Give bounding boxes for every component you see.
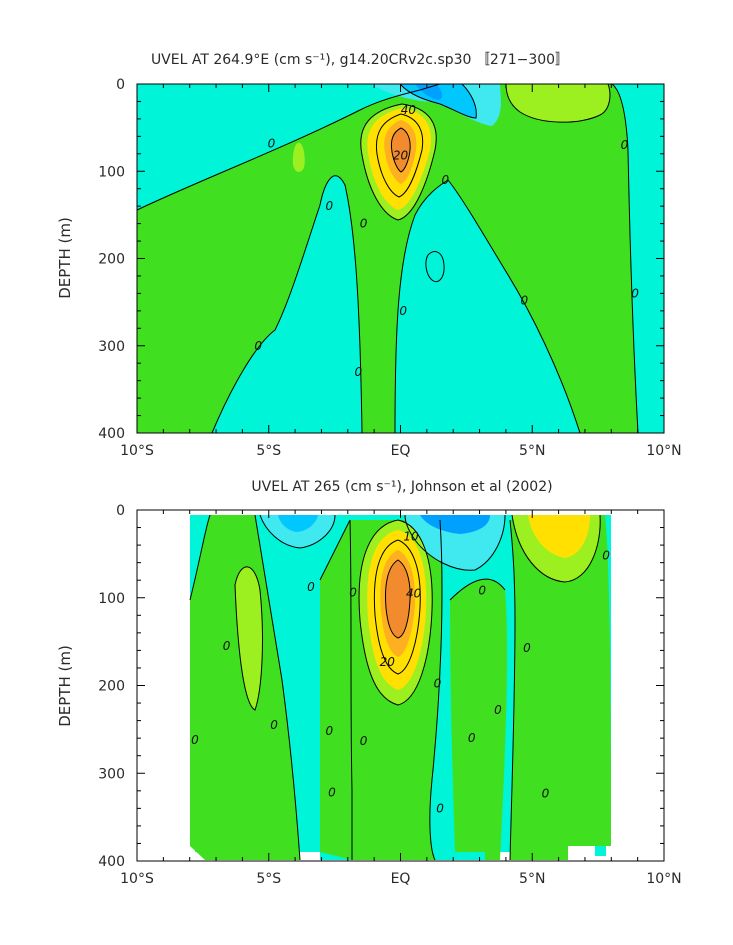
panel-2-contour-labels: 0 0 0 0 0 0 0 0 10 40 20 0 0 0 0 0 0 0 0 xyxy=(191,529,610,815)
x-tick-label: EQ xyxy=(391,443,411,459)
panel-2-ylabel: DEPTH (m) xyxy=(56,645,74,727)
panel-1: UVEL AT 264.9°E (cm s⁻¹), g14.20CRv2c.sp… xyxy=(56,52,682,459)
panel-2-band-neg-strong-west xyxy=(278,515,318,532)
x-tick-label: 5°N xyxy=(519,871,545,887)
contour-label: 0 xyxy=(441,173,449,187)
y-tick-label: 0 xyxy=(116,503,125,519)
contour-label: 0 xyxy=(436,801,444,815)
contour-label: 40 xyxy=(401,103,417,117)
x-tick-label: 10°S xyxy=(120,871,154,887)
x-tick-label: EQ xyxy=(391,871,411,887)
contour-label: 0 xyxy=(542,786,550,800)
panel-2-euc-center xyxy=(390,568,405,623)
panel-1-contours xyxy=(137,84,639,433)
panel-2-band-pos-east xyxy=(510,515,611,860)
y-tick-label: 400 xyxy=(98,854,125,870)
panel-1-band-zero-east xyxy=(612,84,664,433)
panel-2-contours xyxy=(189,514,601,861)
panel-1-ylabel: DEPTH (m) xyxy=(56,217,74,299)
contour-label: 0 xyxy=(621,138,629,152)
x-tick-label: 10°N xyxy=(646,443,681,459)
contour-label: 0 xyxy=(223,639,231,653)
contour-label: 0 xyxy=(521,293,529,307)
contour-label: 10 xyxy=(403,529,419,543)
panel-2-band-pos-mid-ne xyxy=(528,515,590,558)
contour-label: 0 xyxy=(270,718,278,732)
x-tick-label: 5°S xyxy=(256,871,281,887)
panel-1-title: UVEL AT 264.9°E (cm s⁻¹), g14.20CRv2c.sp… xyxy=(151,52,569,68)
contour-label: 0 xyxy=(523,641,531,655)
x-tick-label: 10°N xyxy=(646,871,681,887)
contour-label: 0 xyxy=(602,549,610,563)
contour-label: 0 xyxy=(307,580,315,594)
panel-2-band-neg-strong-east xyxy=(420,515,490,534)
panel-1-band-zero-cell xyxy=(425,251,445,282)
panel-2-band-pos-se xyxy=(450,579,508,860)
contour-label: 0 xyxy=(254,339,262,353)
y-tick-label: 100 xyxy=(98,164,125,180)
contour-label: 0 xyxy=(478,584,486,598)
y-tick-label: 100 xyxy=(98,591,125,607)
panel-1-euc-center xyxy=(396,136,406,162)
y-tick-label: 200 xyxy=(98,252,125,268)
contour-label: 0 xyxy=(434,677,442,691)
contour-label: 0 xyxy=(631,286,639,300)
x-tick-label: 5°S xyxy=(256,443,281,459)
panel-2-band-pos-patch xyxy=(235,566,263,710)
contour-label: 0 xyxy=(349,585,357,599)
contour-label: 0 xyxy=(360,734,368,748)
x-tick-label: 10°S xyxy=(120,443,154,459)
panel-1-band-pos-patch xyxy=(292,142,305,172)
contour-label: 0 xyxy=(399,304,407,318)
panel-1-band-pos-ne xyxy=(506,84,610,123)
x-tick-label: 5°N xyxy=(519,443,545,459)
contour-label: 0 xyxy=(494,703,502,717)
panel-1-band-neg-strong xyxy=(415,84,443,100)
panel-2: UVEL AT 265 (cm s⁻¹), Johnson et al (200… xyxy=(56,479,682,887)
panel-2-title: UVEL AT 265 (cm s⁻¹), Johnson et al (200… xyxy=(251,479,552,495)
contour-label: 20 xyxy=(380,655,396,669)
panel-1-contour-labels: 0 0 0 0 0 0 40 20 0 0 0 0 xyxy=(254,103,639,379)
contour-label: 20 xyxy=(393,149,409,163)
panel-1-band-zero-left xyxy=(137,84,440,210)
panel-1-band-neg xyxy=(400,84,477,118)
panel-2-field xyxy=(190,515,611,860)
contour-label: 0 xyxy=(268,136,276,150)
panel-1-field xyxy=(137,84,664,433)
contour-label: 40 xyxy=(406,586,422,600)
y-tick-label: 300 xyxy=(98,766,125,782)
contour-label: 0 xyxy=(326,724,334,738)
y-tick-label: 0 xyxy=(116,77,125,93)
y-tick-label: 300 xyxy=(98,339,125,355)
contour-label: 0 xyxy=(326,199,334,213)
y-tick-label: 200 xyxy=(98,679,125,695)
y-tick-label: 400 xyxy=(98,426,125,442)
contour-label: 0 xyxy=(328,786,336,800)
panel-2-band-pos-mid xyxy=(320,520,352,860)
contour-label: 0 xyxy=(468,731,476,745)
contour-label: 0 xyxy=(191,733,199,747)
contour-label: 0 xyxy=(360,217,368,231)
panel-1-band-zero-sw xyxy=(212,175,362,433)
contour-label: 0 xyxy=(355,365,363,379)
panel-1-band-zero-center xyxy=(395,180,580,433)
